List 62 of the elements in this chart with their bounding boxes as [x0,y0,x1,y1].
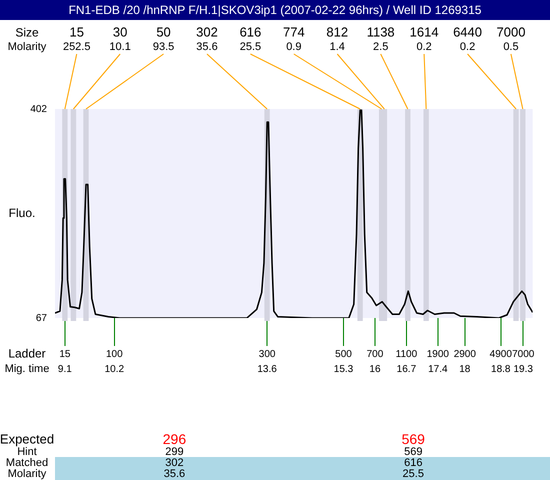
x-tick-label: 16.7 [396,364,417,375]
text: 296 [162,430,186,447]
x-tick-label: 15.3 [334,364,354,375]
annotation: 812 [326,24,348,40]
y-tick-label: 67 [36,312,48,324]
annotation: 50 [156,24,171,40]
text: 616 [404,457,422,470]
text: 15 [59,348,71,360]
text: 2900 [454,348,476,360]
text: 299 [165,446,184,458]
y-axis-title: Fluo. [8,206,36,220]
text: 302 [165,457,184,470]
text: 300 [258,348,276,360]
x-tick-label: 9.1 [58,364,72,375]
x-tick-label: 16 [369,364,381,375]
text: 569 [402,430,426,447]
text: 0.5 [503,41,519,54]
text: 100 [106,348,124,360]
annotation: 15 [69,24,84,40]
annotation: 1138 [366,24,395,40]
text: 0.2 [416,41,432,54]
x-axis-title: Mig. time [4,363,50,376]
x-tick-label: 17.4 [428,364,448,375]
text: Molarity [8,468,47,480]
text: Molarity [8,41,47,54]
text: 569 [404,446,422,458]
annotation: 30 [112,24,128,40]
x-tick-label: 19.3 [513,364,534,375]
text: 93.5 [152,41,174,54]
text: 4900 [490,348,512,360]
annotation: 7000 [496,24,526,40]
chart-title: FN1-EDB /20 /hnRNP F/H.1|SKOV3ip1 (2007-02-22 96hrs) / Well ID 1269315 [0,0,550,20]
text: 1.4 [330,41,345,54]
annotation: 6440 [453,24,482,40]
text: 700 [366,348,384,360]
text: 25.5 [402,468,424,480]
text: 252.5 [62,41,90,54]
annotation: 616 [240,24,262,40]
annotation: 1614 [410,24,439,40]
text: Ladder [8,346,46,360]
annotation: 774 [282,24,305,40]
x-tick-label: 13.6 [257,364,278,375]
text: 1900 [426,348,450,360]
x-tick-label: 10.2 [104,364,124,375]
text: 0.2 [460,41,476,54]
text: 500 [335,348,352,360]
text: 35.6 [196,41,218,54]
text: 2.5 [373,41,388,54]
text: Matched [6,457,48,470]
y-tick-label: 402 [30,104,48,115]
x-tick-label: 18.8 [491,364,511,375]
text: 35.6 [164,468,186,480]
text: 10.1 [109,41,131,54]
text: Size [15,25,39,40]
text: 25.5 [240,41,262,54]
text: 7000 [512,348,535,360]
text: Hint [17,446,37,458]
annotation: 302 [196,24,218,40]
x-tick-label: 18 [459,364,471,375]
text: 0.9 [286,41,302,54]
text: 1100 [396,348,418,360]
text: Expected [0,432,54,447]
